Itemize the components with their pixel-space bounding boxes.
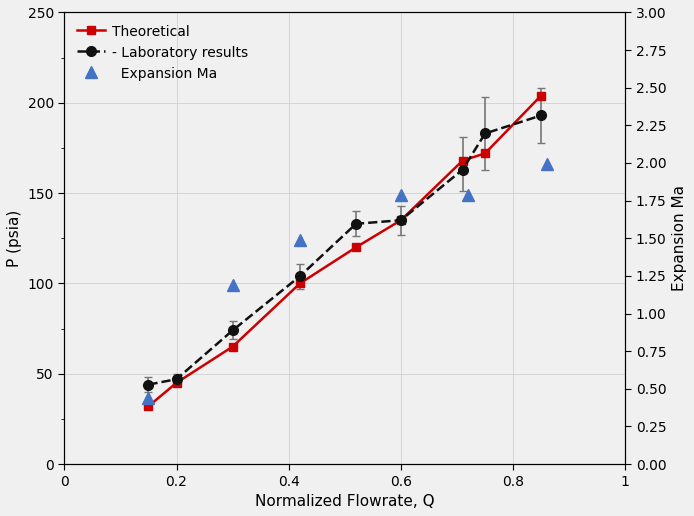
Theoretical (296, 280, 304, 286)
Y-axis label: Expansion Ma: Expansion Ma (672, 185, 687, 291)
Legend: Theoretical, - Laboratory results,   Expansion Ma: Theoretical, - Laboratory results, Expan… (71, 20, 253, 86)
- Laboratory results (459, 167, 467, 173)
X-axis label: Normalized Flowrate, Q: Normalized Flowrate, Q (255, 494, 434, 509)
- Laboratory results (296, 273, 304, 279)
Line: - Laboratory results: - Laboratory results (144, 110, 546, 390)
  Expansion Ma (228, 282, 237, 288)
- Laboratory results (397, 217, 405, 223)
- Laboratory results (352, 221, 360, 227)
  Expansion Ma (543, 162, 551, 168)
- Laboratory results (144, 381, 153, 388)
Theoretical (397, 217, 405, 223)
- Laboratory results (228, 327, 237, 333)
  Expansion Ma (296, 237, 304, 243)
Y-axis label: P (psia): P (psia) (7, 209, 22, 267)
Theoretical (352, 244, 360, 250)
Theoretical (144, 403, 153, 409)
  Expansion Ma (464, 191, 473, 198)
Line:   Expansion Ma: Expansion Ma (143, 159, 552, 404)
Theoretical (481, 150, 489, 156)
  Expansion Ma (144, 395, 153, 401)
- Laboratory results (481, 131, 489, 137)
  Expansion Ma (397, 191, 405, 198)
- Laboratory results (172, 376, 180, 382)
Theoretical (537, 92, 545, 99)
Line: Theoretical: Theoretical (144, 91, 545, 410)
Theoretical (459, 157, 467, 164)
Theoretical (228, 344, 237, 350)
Theoretical (172, 380, 180, 386)
- Laboratory results (537, 112, 545, 119)
